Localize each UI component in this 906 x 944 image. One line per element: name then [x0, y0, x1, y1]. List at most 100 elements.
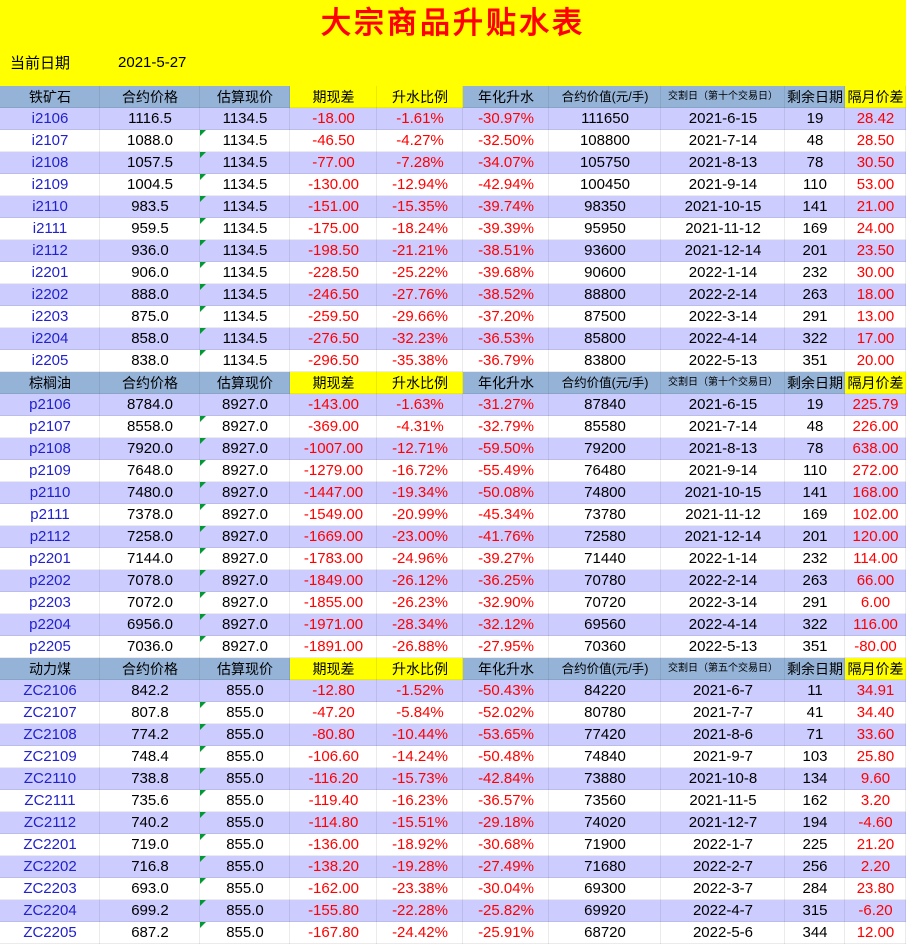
cell-days-remaining[interactable]: 41 [785, 702, 845, 724]
cell-annualized-premium[interactable]: -29.18% [463, 812, 549, 834]
cell-contract-price[interactable]: 8558.0 [100, 416, 200, 438]
cell-estimated-spot-price[interactable]: 1134.5 [200, 262, 290, 284]
cell-delivery-date[interactable]: 2021-7-7 [661, 702, 785, 724]
cell-contract-price[interactable]: 906.0 [100, 262, 200, 284]
cell-delivery-date[interactable]: 2021-11-5 [661, 790, 785, 812]
cell-contract-price[interactable]: 7258.0 [100, 526, 200, 548]
cell-days-remaining[interactable]: 322 [785, 614, 845, 636]
cell-contract-value[interactable]: 74020 [549, 812, 661, 834]
cell-premium-ratio[interactable]: -28.34% [377, 614, 463, 636]
cell-contract[interactable]: p2203 [0, 592, 100, 614]
column-header-basis[interactable]: 期现差 [290, 86, 377, 108]
cell-estimated-spot-price[interactable]: 1134.5 [200, 328, 290, 350]
cell-contract-price[interactable]: 875.0 [100, 306, 200, 328]
cell-intermonth-spread[interactable]: -6.20 [845, 900, 906, 922]
cell-contract[interactable]: i2112 [0, 240, 100, 262]
cell-estimated-spot-price[interactable]: 8927.0 [200, 592, 290, 614]
cell-intermonth-spread[interactable]: 24.00 [845, 218, 906, 240]
cell-premium-ratio[interactable]: -35.38% [377, 350, 463, 372]
cell-basis[interactable]: -80.80 [290, 724, 377, 746]
cell-premium-ratio[interactable]: -18.24% [377, 218, 463, 240]
cell-estimated-spot-price[interactable]: 1134.5 [200, 152, 290, 174]
cell-days-remaining[interactable]: 71 [785, 724, 845, 746]
cell-delivery-date[interactable]: 2022-2-7 [661, 856, 785, 878]
cell-contract-price[interactable]: 8784.0 [100, 394, 200, 416]
cell-premium-ratio[interactable]: -4.27% [377, 130, 463, 152]
cell-contract-price[interactable]: 735.6 [100, 790, 200, 812]
cell-contract-value[interactable]: 88800 [549, 284, 661, 306]
cell-delivery-date[interactable]: 2022-2-14 [661, 284, 785, 306]
cell-delivery-date[interactable]: 2021-9-14 [661, 174, 785, 196]
cell-contract-value[interactable]: 74840 [549, 746, 661, 768]
cell-basis[interactable]: -228.50 [290, 262, 377, 284]
cell-intermonth-spread[interactable]: 6.00 [845, 592, 906, 614]
cell-estimated-spot-price[interactable]: 1134.5 [200, 196, 290, 218]
cell-contract-price[interactable]: 838.0 [100, 350, 200, 372]
cell-days-remaining[interactable]: 263 [785, 570, 845, 592]
cell-basis[interactable]: -151.00 [290, 196, 377, 218]
cell-contract-value[interactable]: 87500 [549, 306, 661, 328]
cell-annualized-premium[interactable]: -30.68% [463, 834, 549, 856]
cell-contract-value[interactable]: 69920 [549, 900, 661, 922]
cell-contract-price[interactable]: 738.8 [100, 768, 200, 790]
cell-estimated-spot-price[interactable]: 1134.5 [200, 130, 290, 152]
cell-intermonth-spread[interactable]: 168.00 [845, 482, 906, 504]
cell-annualized-premium[interactable]: -38.52% [463, 284, 549, 306]
cell-basis[interactable]: -130.00 [290, 174, 377, 196]
cell-days-remaining[interactable]: 322 [785, 328, 845, 350]
cell-annualized-premium[interactable]: -39.74% [463, 196, 549, 218]
cell-premium-ratio[interactable]: -14.24% [377, 746, 463, 768]
column-header-premium-ratio[interactable]: 升水比例 [377, 86, 463, 108]
cell-delivery-date[interactable]: 2021-10-15 [661, 196, 785, 218]
cell-delivery-date[interactable]: 2021-10-15 [661, 482, 785, 504]
cell-annualized-premium[interactable]: -36.25% [463, 570, 549, 592]
cell-annualized-premium[interactable]: -38.51% [463, 240, 549, 262]
cell-annualized-premium[interactable]: -39.39% [463, 218, 549, 240]
cell-basis[interactable]: -276.50 [290, 328, 377, 350]
cell-contract-value[interactable]: 74800 [549, 482, 661, 504]
cell-estimated-spot-price[interactable]: 8927.0 [200, 570, 290, 592]
cell-intermonth-spread[interactable]: 2.20 [845, 856, 906, 878]
cell-estimated-spot-price[interactable]: 8927.0 [200, 614, 290, 636]
cell-contract-value[interactable]: 70720 [549, 592, 661, 614]
cell-annualized-premium[interactable]: -50.48% [463, 746, 549, 768]
cell-contract[interactable]: ZC2202 [0, 856, 100, 878]
cell-estimated-spot-price[interactable]: 855.0 [200, 812, 290, 834]
cell-estimated-spot-price[interactable]: 855.0 [200, 746, 290, 768]
cell-contract[interactable]: ZC2106 [0, 680, 100, 702]
cell-days-remaining[interactable]: 169 [785, 504, 845, 526]
cell-contract[interactable]: p2109 [0, 460, 100, 482]
cell-days-remaining[interactable]: 284 [785, 878, 845, 900]
cell-intermonth-spread[interactable]: 12.00 [845, 922, 906, 944]
cell-estimated-spot-price[interactable]: 1134.5 [200, 306, 290, 328]
cell-days-remaining[interactable]: 110 [785, 460, 845, 482]
cell-days-remaining[interactable]: 169 [785, 218, 845, 240]
cell-premium-ratio[interactable]: -1.61% [377, 108, 463, 130]
cell-annualized-premium[interactable]: -53.65% [463, 724, 549, 746]
cell-basis[interactable]: -162.00 [290, 878, 377, 900]
cell-delivery-date[interactable]: 2022-3-14 [661, 306, 785, 328]
cell-basis[interactable]: -12.80 [290, 680, 377, 702]
cell-contract[interactable]: p2112 [0, 526, 100, 548]
cell-days-remaining[interactable]: 48 [785, 130, 845, 152]
cell-premium-ratio[interactable]: -19.28% [377, 856, 463, 878]
column-header-days-remaining[interactable]: 剩余日期 [785, 86, 845, 108]
cell-basis[interactable]: -369.00 [290, 416, 377, 438]
cell-contract-price[interactable]: 1116.5 [100, 108, 200, 130]
cell-contract-value[interactable]: 71900 [549, 834, 661, 856]
cell-basis[interactable]: -1891.00 [290, 636, 377, 658]
cell-days-remaining[interactable]: 291 [785, 592, 845, 614]
cell-estimated-spot-price[interactable]: 855.0 [200, 724, 290, 746]
cell-basis[interactable]: -18.00 [290, 108, 377, 130]
cell-intermonth-spread[interactable]: 66.00 [845, 570, 906, 592]
cell-contract[interactable]: i2111 [0, 218, 100, 240]
cell-basis[interactable]: -1971.00 [290, 614, 377, 636]
column-header-estimated-spot-price[interactable]: 估算现价 [200, 372, 290, 394]
cell-intermonth-spread[interactable]: 3.20 [845, 790, 906, 812]
column-header-premium-ratio[interactable]: 升水比例 [377, 372, 463, 394]
cell-contract-value[interactable]: 93600 [549, 240, 661, 262]
cell-premium-ratio[interactable]: -26.88% [377, 636, 463, 658]
cell-estimated-spot-price[interactable]: 8927.0 [200, 482, 290, 504]
cell-estimated-spot-price[interactable]: 855.0 [200, 768, 290, 790]
cell-contract-price[interactable]: 740.2 [100, 812, 200, 834]
